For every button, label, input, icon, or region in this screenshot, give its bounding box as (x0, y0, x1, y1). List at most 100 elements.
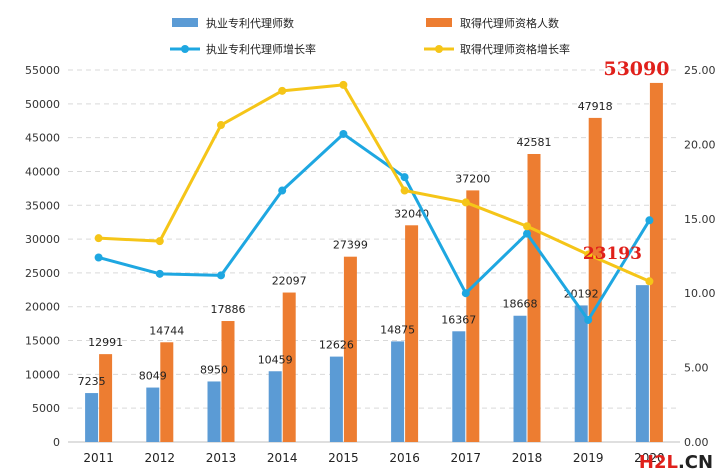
x-tick-label: 2013 (206, 451, 237, 465)
x-axis: 2011 2012 2013 2014 2015 2016 2017 2018 2019 2020 (83, 451, 664, 465)
x-tick-label: 2019 (573, 451, 604, 465)
right-tick-label: 20.00 (684, 138, 716, 151)
bar (221, 321, 235, 442)
x-tick-label: 2011 (83, 451, 114, 465)
legend-label: 执业专利代理师增长率 (206, 42, 316, 56)
bar (268, 371, 282, 442)
line-point (94, 234, 103, 243)
bar (574, 305, 588, 442)
bar (85, 393, 99, 442)
bar (513, 315, 527, 442)
x-tick-label: 2015 (328, 451, 359, 465)
left-tick-label: 50000 (25, 98, 60, 111)
legend-swatch-bar (426, 18, 452, 27)
bar (99, 354, 113, 442)
line-point (339, 80, 348, 89)
line-point (400, 173, 409, 182)
bar-value-label: 12991 (88, 336, 123, 349)
bar-value-label: 47918 (578, 100, 613, 113)
line-point (339, 129, 348, 138)
bar-value-label: 16367 (441, 313, 476, 326)
line-point (217, 271, 225, 280)
bar (329, 356, 343, 442)
bar (635, 285, 649, 442)
line-point (461, 289, 470, 298)
bar-value-label: 42581 (517, 136, 552, 149)
left-tick-label: 55000 (25, 64, 60, 77)
legend-label: 取得代理师资格增长率 (460, 42, 570, 56)
left-tick-label: 35000 (25, 199, 60, 212)
line-point (94, 253, 103, 262)
bar (405, 225, 419, 442)
bar-value-label: 32040 (394, 207, 429, 220)
x-tick-label: 2020 (634, 451, 665, 465)
bar (146, 387, 160, 442)
watermark-right: .CN (678, 452, 713, 473)
bar-value-label: 27399 (333, 239, 368, 252)
line-point (155, 237, 164, 246)
bar-data-labels: 7235 8049 89501045912626148751636718668201… (78, 100, 613, 388)
right-tick-label: 15.00 (684, 213, 716, 226)
x-tick-label: 2018 (512, 451, 543, 465)
bar-value-label: 22097 (272, 275, 307, 288)
bar-value-label: 12626 (319, 339, 354, 352)
bar (452, 331, 466, 442)
series-line (98, 83, 651, 283)
line-point (155, 269, 164, 278)
line-point (584, 315, 593, 324)
line-point (278, 86, 287, 95)
watermark-left: H2L (639, 452, 678, 473)
bar (588, 117, 602, 442)
bar-value-label: 10459 (258, 353, 293, 366)
bar-value-label: 7235 (78, 375, 106, 388)
line-point (645, 277, 654, 286)
left-tick-label: 25000 (25, 267, 60, 280)
legend-swatch-marker (181, 45, 189, 53)
highlight-value-label: 23193 (583, 244, 642, 264)
left-tick-label: 0 (53, 436, 60, 449)
x-tick-label: 2017 (451, 451, 482, 465)
line-point (645, 216, 654, 225)
highlight-value-label: 53090 (603, 58, 669, 80)
line-point (461, 198, 470, 207)
right-tick-label: 25.00 (684, 64, 716, 77)
left-tick-label: 15000 (25, 335, 60, 348)
x-tick-label: 2016 (389, 451, 420, 465)
left-tick-label: 45000 (25, 132, 60, 145)
line-point (523, 229, 531, 238)
x-tick-label: 2012 (145, 451, 176, 465)
line-series (94, 80, 654, 324)
right-tick-label: 10.00 (684, 287, 716, 300)
bar (391, 341, 405, 442)
right-tick-label: 5.00 (684, 362, 709, 375)
left-tick-label: 5000 (32, 402, 60, 415)
bar (207, 381, 221, 442)
line-point (523, 222, 531, 231)
bar (466, 190, 480, 442)
left-tick-label: 30000 (25, 233, 60, 246)
bar (160, 342, 174, 442)
x-tick-label: 2014 (267, 451, 298, 465)
gridlines (68, 69, 680, 443)
legend-swatch-bar (172, 18, 198, 27)
bar-value-label: 14875 (380, 323, 415, 336)
highlight-labels: 53090 23193 (583, 58, 670, 264)
bar-value-label: 37200 (455, 172, 490, 185)
right-axis: 0.00 5.00 10.00 15.00 20.00 25.00 (684, 64, 716, 449)
series-line (98, 132, 651, 322)
bar-value-label: 18668 (503, 298, 538, 311)
right-tick-label: 0.00 (684, 436, 709, 449)
legend-label: 执业专利代理师数 (206, 16, 294, 30)
bar-value-label: 14744 (149, 324, 184, 337)
left-tick-label: 10000 (25, 368, 60, 381)
left-tick-label: 40000 (25, 165, 60, 178)
line-point (217, 121, 225, 130)
left-tick-label: 20000 (25, 301, 60, 314)
legend-swatch-marker (435, 45, 443, 53)
left-axis: 0 5000 10000 15000 20000 25000 30000 35000 40000… (25, 64, 60, 449)
line-point (400, 186, 409, 195)
bar (343, 256, 357, 442)
